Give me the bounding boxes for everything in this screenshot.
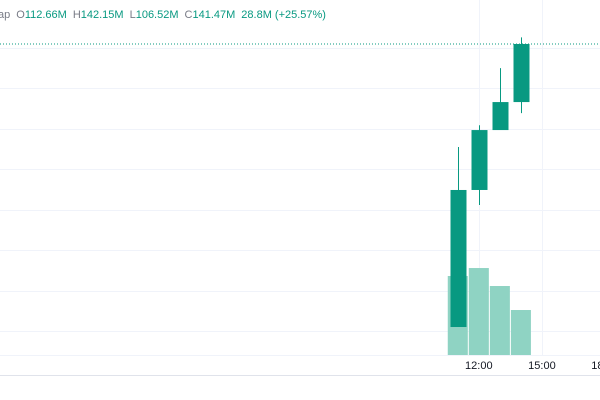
legend-value: 106.52M [136, 9, 179, 21]
volume-bar [489, 286, 510, 355]
symbol: ap [0, 9, 10, 21]
volume-bar [468, 268, 489, 355]
grid [0, 0, 600, 355]
legend-header: ap O112.66M H142.15M L106.52M C141.47M 28.8M … [0, 9, 326, 21]
x-tick-label: 18:00 [591, 360, 600, 372]
candle-body [492, 102, 509, 131]
candle-body [450, 189, 467, 328]
legend-label: C [185, 9, 193, 21]
legend-value: 112.66M [25, 9, 67, 21]
volume-bar [510, 310, 531, 355]
x-tick-label: 15:00 [528, 360, 556, 372]
legend-label: H [73, 9, 81, 21]
legend-label: L [130, 9, 136, 21]
legend-value: 141.47M [192, 9, 235, 21]
legend-text: ap O112.66M H142.15M L106.52M C141.47M 28.8M … [0, 9, 326, 21]
legend-value: 142.15M [81, 9, 124, 21]
x-tick-label: 12:00 [465, 360, 493, 372]
marks [0, 37, 600, 355]
x-axis: 12:00 15:00 18:00 [465, 360, 600, 372]
candle-body [513, 44, 530, 103]
candle-body [471, 130, 488, 190]
legend-change: 28.8M (+25.57%) [241, 9, 326, 21]
legend-label: O [16, 9, 25, 21]
